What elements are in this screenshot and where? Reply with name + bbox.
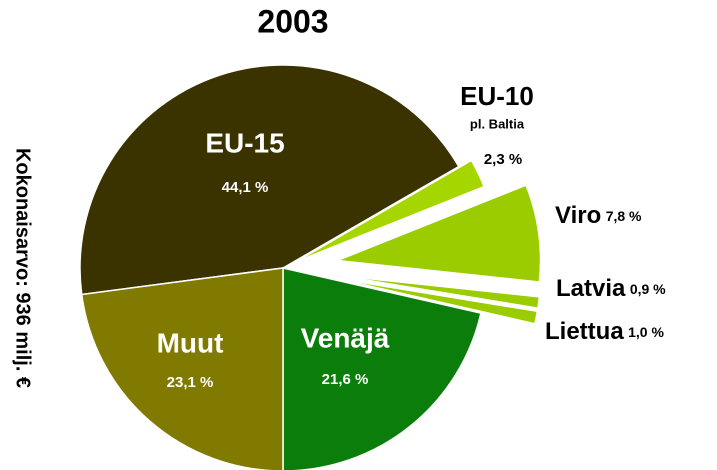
slice-label: Venäjä [301,322,390,353]
pie-slice [80,267,284,470]
value-label: 44,1 % [222,179,269,196]
pie-slice [282,267,482,470]
slice-label: Viro [555,202,601,229]
slice-label-group: Viro 7,8 % [555,202,642,229]
pie-slice [79,64,460,296]
slice-label-group: Liettua 1,0 % [545,318,664,345]
slice-label: EU-15 [205,127,284,158]
value-label: 1,0 % [628,324,664,340]
pie-slice [336,277,539,325]
slice-label: Latvia [556,275,626,302]
slice-label-group: Latvia 0,9 % [556,275,666,302]
value-label: 7,8 % [606,208,642,224]
slice-label: EU-10 [460,81,534,111]
chart-title: 2003 [257,3,328,39]
value-label: 0,9 % [630,281,666,297]
pie-slice [337,274,541,309]
value-label: 2,3 % [484,151,522,168]
pie-slice [295,159,486,263]
value-label: 23,1 % [167,374,214,391]
axis-label: Kokonaisarvo: 936 milj. € [12,148,34,388]
slice-label: Liettua [545,318,624,345]
slice-label: Muut [157,327,224,358]
annotation: pl. Baltia [470,116,525,131]
value-label: 21,6 % [322,371,369,388]
pie-slice [337,184,542,283]
